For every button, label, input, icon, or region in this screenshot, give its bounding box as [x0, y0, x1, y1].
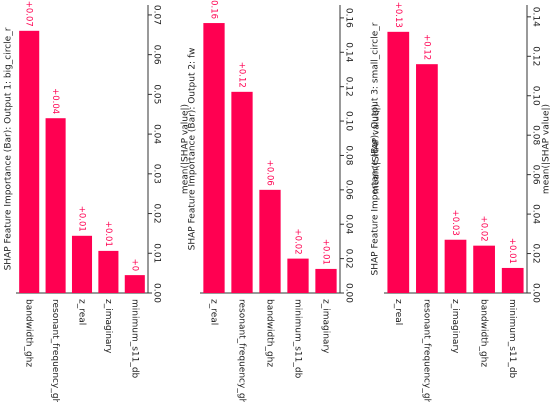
bar	[444, 239, 467, 293]
axis-label: mean(|SHAP value|)	[181, 104, 191, 194]
x-tick-label: minimum_s11_db	[293, 299, 303, 379]
y-tick-label: 0.10	[531, 86, 541, 106]
value-label: +0.07	[24, 1, 34, 27]
y-tick-label: 0.02	[152, 204, 162, 224]
value-label: +0.03	[450, 210, 460, 236]
x-tick-label: z_imaginary	[321, 299, 331, 354]
x-tick-label: z_imaginary	[103, 299, 113, 354]
value-label: +0.12	[237, 62, 247, 88]
value-label: +0.06	[265, 160, 275, 186]
x-tick-label: bandwidth_ghz	[24, 299, 34, 367]
y-tick-label: 0.05	[152, 84, 162, 104]
y-tick-label: 0.12	[531, 46, 541, 66]
chart-title: SHAP Feature Importance (Bar): Output 3:…	[371, 22, 381, 275]
bar	[315, 268, 337, 293]
value-label: +0.02	[293, 229, 303, 255]
value-label: +0	[129, 259, 139, 272]
bar	[473, 245, 495, 293]
y-tick-label: 0.04	[531, 204, 541, 224]
x-tick-label: z_real	[77, 299, 87, 325]
value-label: +0.13	[393, 2, 403, 28]
x-tick-label: bandwidth_ghz	[265, 299, 275, 367]
y-tick-label: 0.00	[152, 283, 162, 303]
y-tick-label: 0.04	[152, 124, 162, 144]
x-tick-label: minimum_s11_db	[507, 299, 517, 379]
x-tick-label: resonant_frequency_ghz	[237, 299, 247, 402]
chart-title: SHAP Feature Importance (Bar): Output 2:…	[188, 48, 198, 251]
y-tick-label: 0.02	[344, 249, 354, 269]
y-tick-label: 0.00	[344, 283, 354, 303]
value-label: +0.01	[77, 206, 87, 232]
bar	[387, 31, 410, 294]
bar	[203, 23, 225, 293]
y-tick-label: 0.10	[344, 111, 354, 131]
x-tick-label: bandwidth_ghz	[479, 299, 489, 367]
value-label: +0.02	[479, 216, 489, 242]
x-tick-label: z_real	[393, 299, 403, 325]
y-tick-label: 0.12	[344, 77, 354, 97]
bar	[287, 258, 309, 293]
y-tick-label: 0.14	[344, 42, 354, 62]
bar	[259, 189, 281, 293]
y-tick-label: 0.06	[344, 180, 354, 200]
bar	[416, 64, 438, 293]
axis-label: mean(|SHAP value|)	[372, 104, 382, 194]
bar	[501, 267, 524, 293]
y-tick-label: 0.02	[531, 244, 541, 264]
y-tick-label: 0.01	[151, 243, 161, 263]
bar	[124, 275, 145, 293]
value-label: +0.01	[103, 221, 113, 247]
y-tick-label: 0.03	[152, 164, 162, 184]
bar	[45, 118, 66, 293]
x-tick-label: resonant_frequency_ghz	[421, 299, 431, 402]
y-tick-label: 0.14	[531, 7, 541, 27]
y-tick-label: 0.06	[531, 165, 541, 185]
x-tick-label: z_real	[209, 299, 219, 325]
bar	[98, 250, 119, 293]
value-label: +0.01	[321, 239, 331, 265]
y-tick-label: 0.04	[344, 214, 354, 234]
x-tick-label: minimum_s11_db	[129, 299, 139, 379]
bar	[19, 30, 40, 294]
bar	[231, 91, 253, 293]
axis-label: mean(|SHAP value|)	[542, 104, 550, 194]
value-label: +0.01	[507, 238, 517, 264]
y-tick-label: 0.06	[152, 45, 162, 65]
x-tick-label: resonant_frequency_ghz	[50, 299, 60, 402]
value-label: +0.04	[50, 88, 60, 114]
value-label: +0.16	[209, 0, 219, 19]
chart-title: SHAP Feature Importance (Bar): Output 1:…	[4, 27, 14, 270]
y-tick-label: 0.08	[531, 125, 541, 145]
y-tick-label: 0.00	[531, 283, 541, 303]
y-tick-label: 0.08	[344, 145, 354, 165]
y-tick-label: 0.16	[344, 8, 354, 28]
bar	[71, 235, 93, 293]
y-tick-label: 0.07	[152, 5, 162, 25]
value-label: +0.12	[421, 34, 431, 60]
x-tick-label: z_imaginary	[450, 299, 460, 354]
